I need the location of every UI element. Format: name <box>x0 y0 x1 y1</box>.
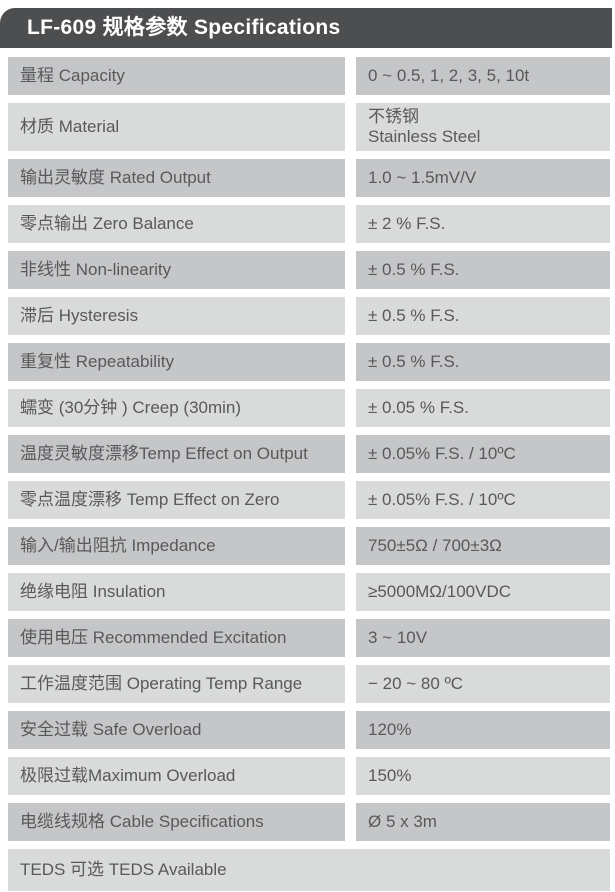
spec-value: ± 0.5 % F.S. <box>356 297 610 335</box>
table-title: LF-609 规格参数 Specifications <box>0 8 612 48</box>
spec-row: 工作温度范围 Operating Temp Range − 20 ~ 80 ºC <box>8 665 610 703</box>
spec-row: 量程 Capacity 0 ~ 0.5, 1, 2, 3, 5, 10t <box>8 57 610 95</box>
spec-label: 零点温度漂移 Temp Effect on Zero <box>8 481 345 519</box>
spec-label: 使用电压 Recommended Excitation <box>8 619 345 657</box>
spec-label: 蠕变 (30分钟 ) Creep (30min) <box>8 389 345 427</box>
spec-value: 3 ~ 10V <box>356 619 610 657</box>
spec-row: 零点温度漂移 Temp Effect on Zero ± 0.05% F.S. … <box>8 481 610 519</box>
teds-label: TEDS 可选 TEDS Available <box>8 849 610 891</box>
spec-row: 非线性 Non-linearity ± 0.5 % F.S. <box>8 251 610 289</box>
teds-row: TEDS 可选 TEDS Available <box>8 849 610 891</box>
spec-row: 零点输出 Zero Balance ± 2 % F.S. <box>8 205 610 243</box>
spec-label: 工作温度范围 Operating Temp Range <box>8 665 345 703</box>
spec-value: 150% <box>356 757 610 795</box>
spec-value: ± 0.05% F.S. / 10ºC <box>356 481 610 519</box>
spec-value: 1.0 ~ 1.5mV/V <box>356 159 610 197</box>
spec-value: Ø 5 x 3m <box>356 803 610 841</box>
spec-label: 温度灵敏度漂移Temp Effect on Output <box>8 435 345 473</box>
spec-label: 绝缘电阻 Insulation <box>8 573 345 611</box>
spec-row: 重复性 Repeatability ± 0.5 % F.S. <box>8 343 610 381</box>
spec-row: 输入/输出阻抗 Impedance 750±5Ω / 700±3Ω <box>8 527 610 565</box>
spec-row: 安全过载 Safe Overload 120% <box>8 711 610 749</box>
spec-row: 使用电压 Recommended Excitation 3 ~ 10V <box>8 619 610 657</box>
spec-label: 极限过载Maximum Overload <box>8 757 345 795</box>
spec-value: 120% <box>356 711 610 749</box>
spec-label: 滞后 Hysteresis <box>8 297 345 335</box>
spec-row: 温度灵敏度漂移Temp Effect on Output ± 0.05% F.S… <box>8 435 610 473</box>
spec-row: 材质 Material 不锈钢 Stainless Steel <box>8 103 610 151</box>
spec-label: 材质 Material <box>8 103 345 151</box>
spec-table: 量程 Capacity 0 ~ 0.5, 1, 2, 3, 5, 10t 材质 … <box>8 57 610 891</box>
spec-value: ± 2 % F.S. <box>356 205 610 243</box>
spec-sheet: LF-609 规格参数 Specifications 量程 Capacity 0… <box>0 8 615 892</box>
spec-value: 0 ~ 0.5, 1, 2, 3, 5, 10t <box>356 57 610 95</box>
spec-label: 量程 Capacity <box>8 57 345 95</box>
spec-label: 输入/输出阻抗 Impedance <box>8 527 345 565</box>
spec-row: 极限过载Maximum Overload 150% <box>8 757 610 795</box>
spec-value: ± 0.05% F.S. / 10ºC <box>356 435 610 473</box>
spec-row: 绝缘电阻 Insulation ≥5000MΩ/100VDC <box>8 573 610 611</box>
spec-value: ≥5000MΩ/100VDC <box>356 573 610 611</box>
spec-row: 滞后 Hysteresis ± 0.5 % F.S. <box>8 297 610 335</box>
spec-value: 不锈钢 Stainless Steel <box>356 103 610 151</box>
spec-label: 电缆线规格 Cable Specifications <box>8 803 345 841</box>
spec-row: 蠕变 (30分钟 ) Creep (30min) ± 0.05 % F.S. <box>8 389 610 427</box>
spec-label: 重复性 Repeatability <box>8 343 345 381</box>
spec-value: 750±5Ω / 700±3Ω <box>356 527 610 565</box>
spec-label: 输出灵敏度 Rated Output <box>8 159 345 197</box>
spec-row: 输出灵敏度 Rated Output 1.0 ~ 1.5mV/V <box>8 159 610 197</box>
spec-value: − 20 ~ 80 ºC <box>356 665 610 703</box>
spec-value: ± 0.5 % F.S. <box>356 251 610 289</box>
spec-value: ± 0.5 % F.S. <box>356 343 610 381</box>
spec-label: 安全过载 Safe Overload <box>8 711 345 749</box>
spec-row: 电缆线规格 Cable Specifications Ø 5 x 3m <box>8 803 610 841</box>
spec-value: ± 0.05 % F.S. <box>356 389 610 427</box>
spec-label: 零点输出 Zero Balance <box>8 205 345 243</box>
spec-label: 非线性 Non-linearity <box>8 251 345 289</box>
